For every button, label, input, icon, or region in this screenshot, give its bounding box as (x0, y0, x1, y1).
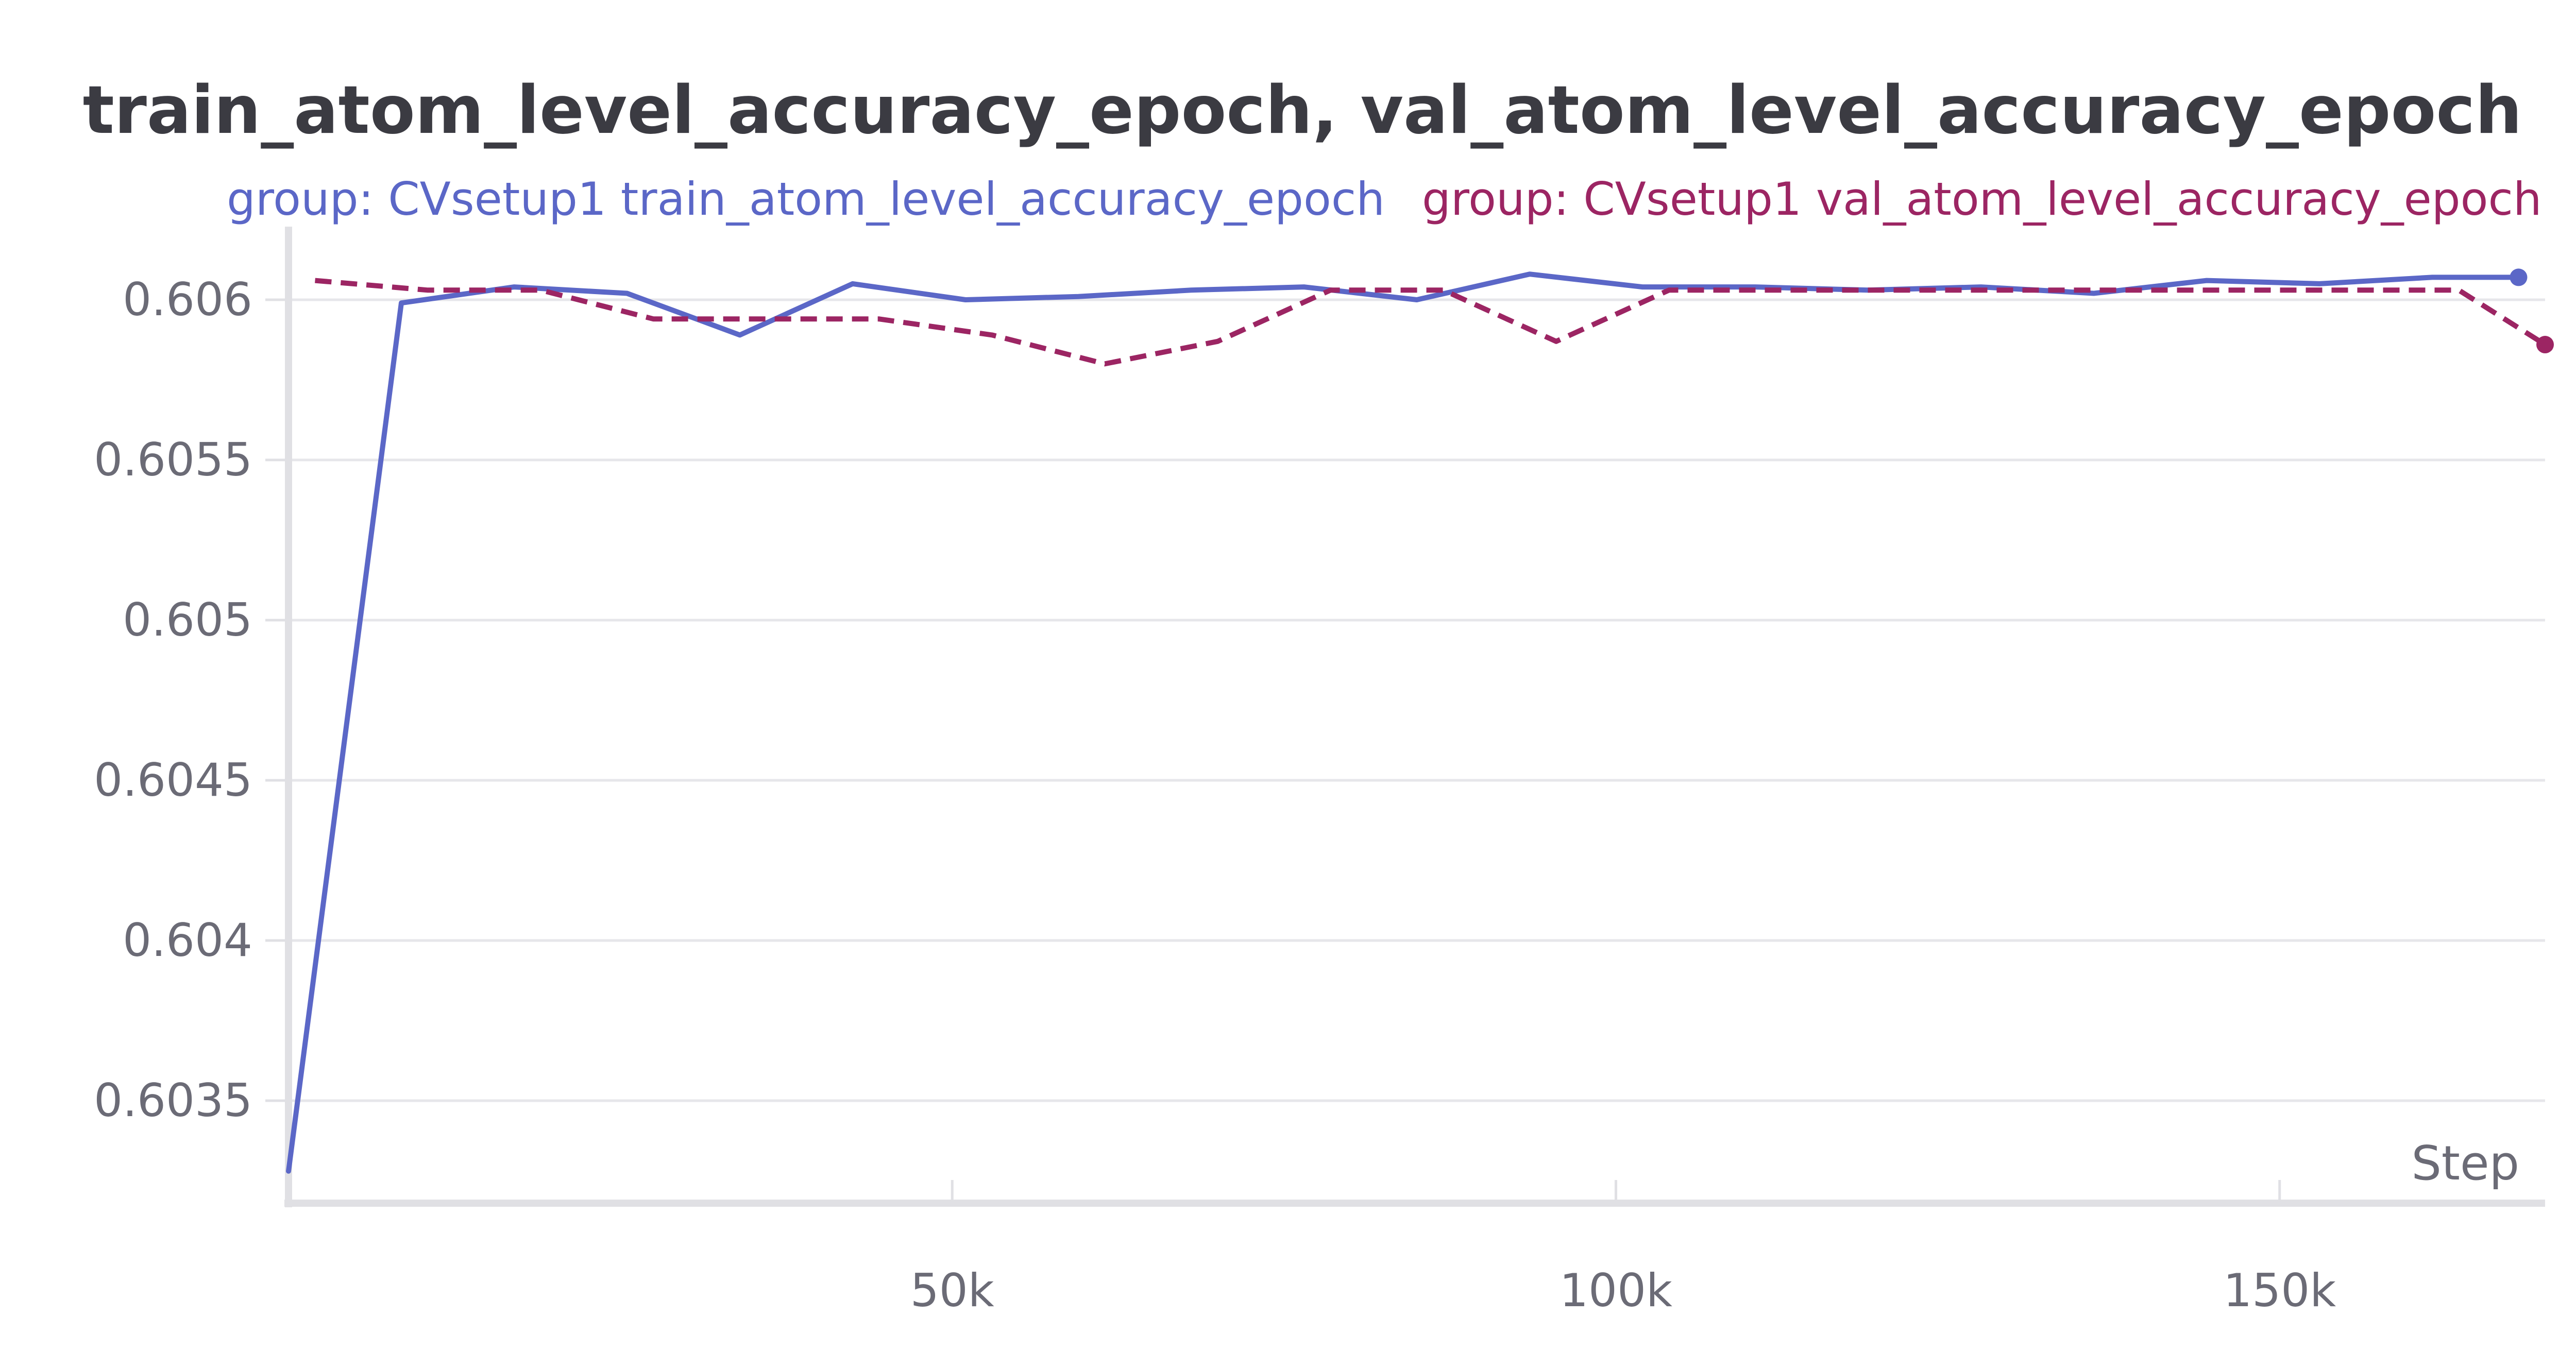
y-tick-label: 0.605 (123, 593, 252, 646)
y-tick-label: 0.606 (123, 273, 252, 326)
chart-title: train_atom_level_accuracy_epoch, val_ato… (82, 72, 2522, 149)
axes (265, 227, 2545, 1207)
grid-lines (289, 298, 2545, 1102)
y-tick-label: 0.6045 (94, 754, 252, 807)
tick-labels: 0.6035 0.604 0.6045 0.605 0.6055 0.606 50k 100k… (94, 273, 2519, 1317)
x-tick-label: 50k (910, 1264, 994, 1317)
legend-entry-train[interactable]: group: CVsetup1 train_atom_level_accurac… (227, 173, 1385, 226)
x-tick-label: 100k (1560, 1264, 1672, 1317)
x-tick-label: 150k (2223, 1264, 2336, 1317)
val-accuracy-line (315, 278, 2547, 367)
train-accuracy-line (286, 271, 2521, 1174)
val-accuracy-end-point (2536, 336, 2554, 354)
legend-entry-val[interactable]: group: CVsetup1 val_atom_level_accuracy_… (1422, 173, 2542, 226)
series-lines (286, 268, 2554, 1174)
train-accuracy-end-point (2510, 268, 2528, 286)
y-tick-label: 0.6055 (94, 433, 252, 486)
y-tick-label: 0.604 (123, 914, 252, 967)
y-tick-label: 0.6035 (94, 1074, 252, 1127)
x-axis-label: Step (2412, 1136, 2519, 1191)
